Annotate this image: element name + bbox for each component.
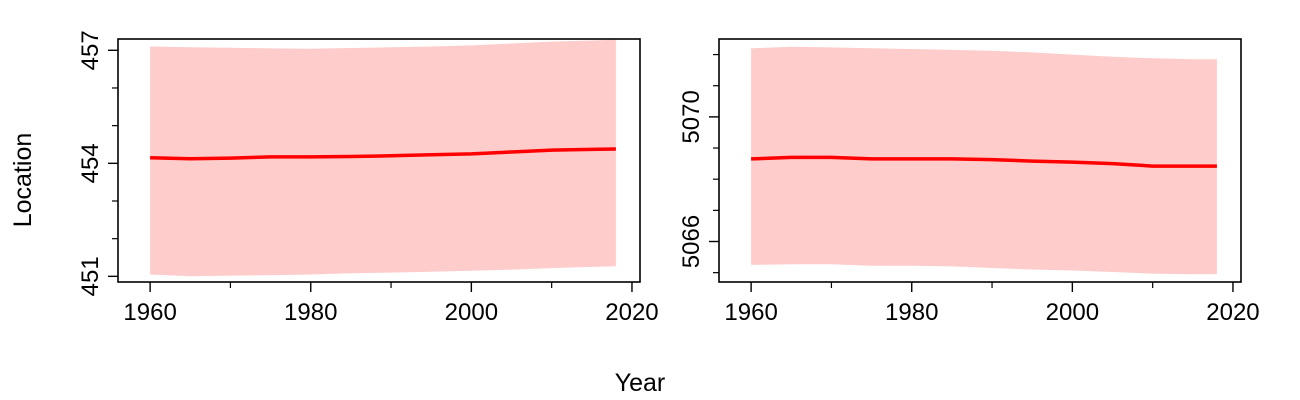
plot-frame xyxy=(117,38,641,283)
plot-frame xyxy=(718,38,1242,283)
y-tick-label: 451 xyxy=(77,256,104,296)
x-tick-label: 2020 xyxy=(605,299,658,326)
x-tick-label: 1960 xyxy=(724,299,777,326)
panel-right: 1960 1980 2000 2020 5066 5070 xyxy=(678,38,1260,326)
x-tick-label: 1960 xyxy=(123,299,176,326)
y-tick-label: 5070 xyxy=(678,90,705,143)
y-tick-label: 454 xyxy=(77,143,104,183)
series-line xyxy=(150,147,616,161)
series-line xyxy=(751,155,1217,168)
panel-left: 1960 1980 2000 2020 451 454 457 xyxy=(77,30,659,326)
confidence-band xyxy=(150,39,616,277)
x-tick-label: 2020 xyxy=(1206,299,1259,326)
x-tick-label: 1980 xyxy=(284,299,337,326)
y-tick-label: 5066 xyxy=(678,215,705,268)
x-tick-label: 1980 xyxy=(885,299,938,326)
y-tick-label: 457 xyxy=(77,30,104,70)
x-tick-label: 2000 xyxy=(445,299,498,326)
y-axis-title: Location xyxy=(9,133,37,228)
x-tick-label: 2000 xyxy=(1046,299,1099,326)
x-axis-title: Year xyxy=(615,369,666,397)
